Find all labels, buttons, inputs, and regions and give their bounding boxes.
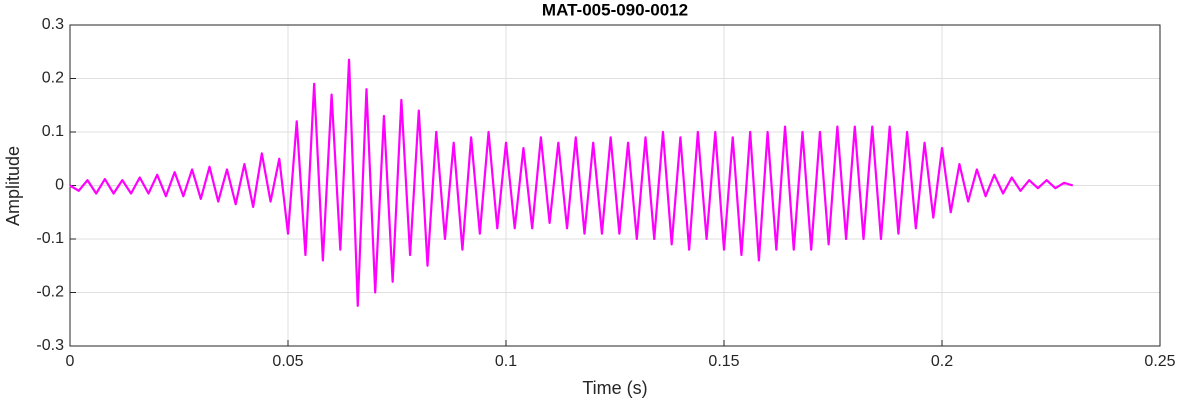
y-axis-label: Amplitude [3, 146, 23, 226]
y-tick-label: 0.1 [42, 123, 64, 140]
x-axis-label: Time (s) [582, 378, 647, 398]
y-tick-label: 0.3 [42, 16, 64, 33]
x-tick-label: 0.05 [272, 353, 303, 370]
y-tick-label: -0.2 [36, 284, 64, 301]
x-tick-label: 0.1 [495, 353, 517, 370]
x-tick-label: 0.25 [1144, 353, 1175, 370]
y-tick-label: 0.2 [42, 70, 64, 87]
chart-title: MAT-005-090-0012 [542, 0, 688, 19]
y-tick-label: -0.1 [36, 230, 64, 247]
x-tick-label: 0.15 [708, 353, 739, 370]
y-tick-label: 0 [55, 177, 64, 194]
waveform-line [69, 58, 1074, 307]
y-tick-label: -0.3 [36, 337, 64, 354]
x-tick-label: 0.2 [931, 353, 953, 370]
x-tick-label: 0 [66, 353, 75, 370]
